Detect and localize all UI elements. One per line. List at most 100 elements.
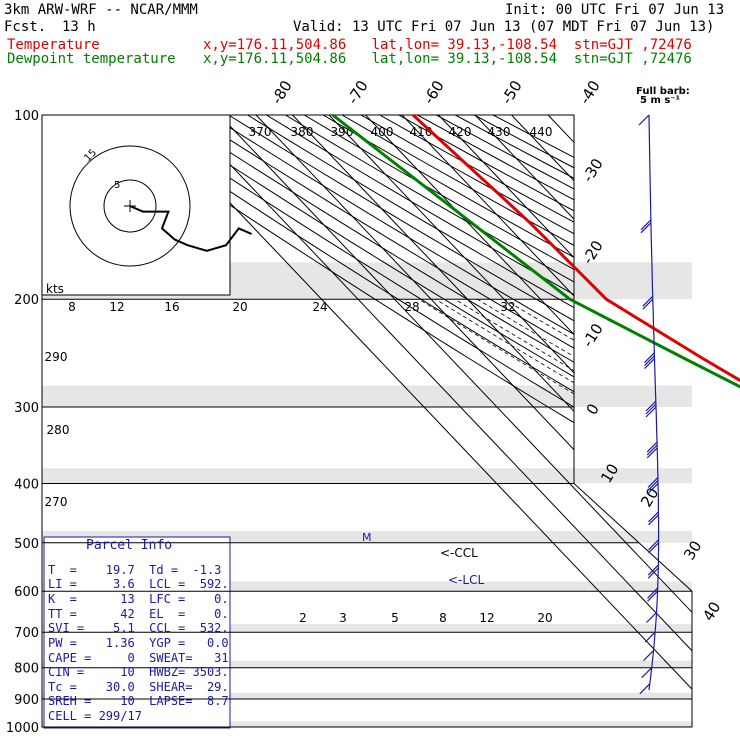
dewpoint-profile: [331, 113, 740, 389]
parcel-row: TT = 42 EL = 0.: [48, 607, 229, 621]
dry-adiabat: [341, 115, 692, 727]
parcel-row: LI = 3.6 LCL = 592.: [48, 577, 229, 591]
temperature-profile: [411, 113, 740, 383]
isotherm-line: [694, 115, 740, 727]
isotherm-line: [438, 115, 692, 727]
pressure-tick-label: 400: [14, 477, 39, 492]
wind-barb: [645, 403, 657, 415]
wind-barb: [647, 483, 659, 494]
dry-adiabat: [190, 115, 692, 727]
hodograph-speed-label: 12: [109, 300, 124, 314]
hodograph-speed-label: 16: [164, 300, 179, 314]
parcel-row: PW = 1.36 YGP = 0.0: [48, 636, 229, 650]
isotherm-label: -80: [268, 77, 296, 107]
dry-adiabat: [455, 115, 692, 727]
dry-adiabat: [379, 115, 692, 727]
wind-barb: [643, 650, 654, 661]
isotherm-line: [292, 115, 692, 727]
hodograph-speed-label: 24: [312, 300, 327, 314]
mixing-ratio-label: 8: [439, 611, 447, 625]
isotherm-line: [255, 115, 692, 727]
parcel-row: Tc = 30.0 SHEAR= 29.: [48, 680, 229, 694]
pressure-tick-label: 600: [14, 585, 39, 600]
mixing-ratio-label: 20: [537, 611, 552, 625]
pressure-tick-label: 700: [14, 626, 39, 641]
wind-barb: [647, 587, 658, 599]
parcel-row: CAPE = 0 SWEAT= 31: [48, 651, 229, 665]
dry-adiabat: [492, 115, 692, 727]
isotherm-label: -70: [344, 77, 372, 107]
hodograph-ring: [69, 145, 191, 267]
forecast-hours: 13 h: [62, 19, 96, 35]
wind-barb: [644, 352, 655, 363]
dry-adiabat: [133, 115, 692, 727]
hodograph-speed-label: 32: [500, 300, 515, 314]
isotherm-line: [657, 115, 692, 727]
wind-barb: [646, 612, 657, 623]
model-title: 3km ARW-WRF -- NCAR/MMM: [4, 2, 198, 18]
temperature-legend: Temperature: [7, 37, 100, 53]
wind-barb: [648, 539, 660, 551]
wind-barb: [647, 567, 659, 579]
theta-label: 430: [488, 125, 511, 139]
pressure-tick-label: 800: [14, 662, 39, 677]
wind-barb: [642, 295, 654, 307]
hodograph-ring-label: 5: [114, 180, 120, 191]
pressure-tick-label: 1000: [6, 721, 39, 736]
barb-staff: [648, 114, 660, 691]
temperature-info: x,y=176.11,504.86 lat,lon= 39.13,-108.54…: [203, 37, 692, 53]
lcl-annotation: <-LCL: [448, 573, 484, 587]
dry-adiabat: [96, 115, 692, 727]
parcel-info-title: Parcel Info: [86, 538, 173, 553]
hodograph-trace: [129, 205, 253, 252]
dry-adiabat: [228, 115, 692, 727]
mixing-ratio-label: 3: [339, 611, 347, 625]
isotherm-line: [584, 115, 692, 727]
wind-barb: [648, 542, 660, 554]
isotherm-line: [547, 115, 692, 727]
wind-barb: [646, 441, 658, 453]
theta-label: 280: [47, 423, 70, 437]
forecast-label: Fcst.: [4, 19, 47, 35]
dry-adiabat: [247, 115, 692, 727]
theta-label: 410: [410, 125, 433, 139]
wind-barb: [640, 219, 652, 231]
ccl-annotation: <-CCL: [440, 546, 478, 560]
chart-frame: [41, 114, 693, 728]
wind-barb: [646, 444, 658, 456]
dewpoint-info: x,y=176.11,504.86 lat,lon= 39.13,-108.54…: [203, 51, 692, 67]
isotherm-label: -30: [579, 155, 607, 185]
dewpoint-legend: Dewpoint temperature: [7, 51, 176, 67]
isotherm-line: [620, 115, 692, 727]
dry-adiabat: [360, 115, 692, 727]
barb-legend-title: Full barb:: [636, 86, 690, 97]
dry-adiabat: [115, 115, 692, 727]
dry-adiabat: [209, 115, 692, 727]
isotherm-line: [401, 115, 692, 727]
wind-barb: [648, 511, 659, 523]
wind-barb: [645, 400, 657, 412]
hodograph-box: [41, 114, 231, 296]
isotherm-line: [365, 115, 692, 727]
parcel-info-panel: Parcel Info T = 19.7 Td = -1.3 LI = 3.6 …: [44, 537, 230, 728]
wind-barb: [645, 406, 657, 418]
parcel-row: SREH = 10 LAPSE= 8.7: [48, 694, 229, 708]
isotherm-label: -60: [420, 77, 448, 107]
dry-adiabat: [171, 115, 692, 727]
wind-barb: [644, 358, 655, 369]
theta-label: 400: [371, 125, 394, 139]
pressure-tick-label: 500: [14, 537, 39, 552]
wind-barb: [641, 667, 653, 679]
theta-label: 270: [45, 495, 68, 509]
theta-label: 420: [449, 125, 472, 139]
isotherm-line: [731, 115, 740, 727]
hodograph-speed-label: 20: [232, 300, 247, 314]
hodograph-speed-label: 8: [68, 300, 76, 314]
theta-label: 380: [291, 125, 314, 139]
isotherm-label: 40: [699, 598, 724, 624]
wind-barb: [638, 114, 650, 126]
hodograph-unit-label: kts: [46, 282, 64, 296]
parcel-row: K = 13 LFC = 0.: [48, 592, 229, 606]
parcel-row: CIN = 10 HWBZ= 3503.: [48, 665, 229, 679]
